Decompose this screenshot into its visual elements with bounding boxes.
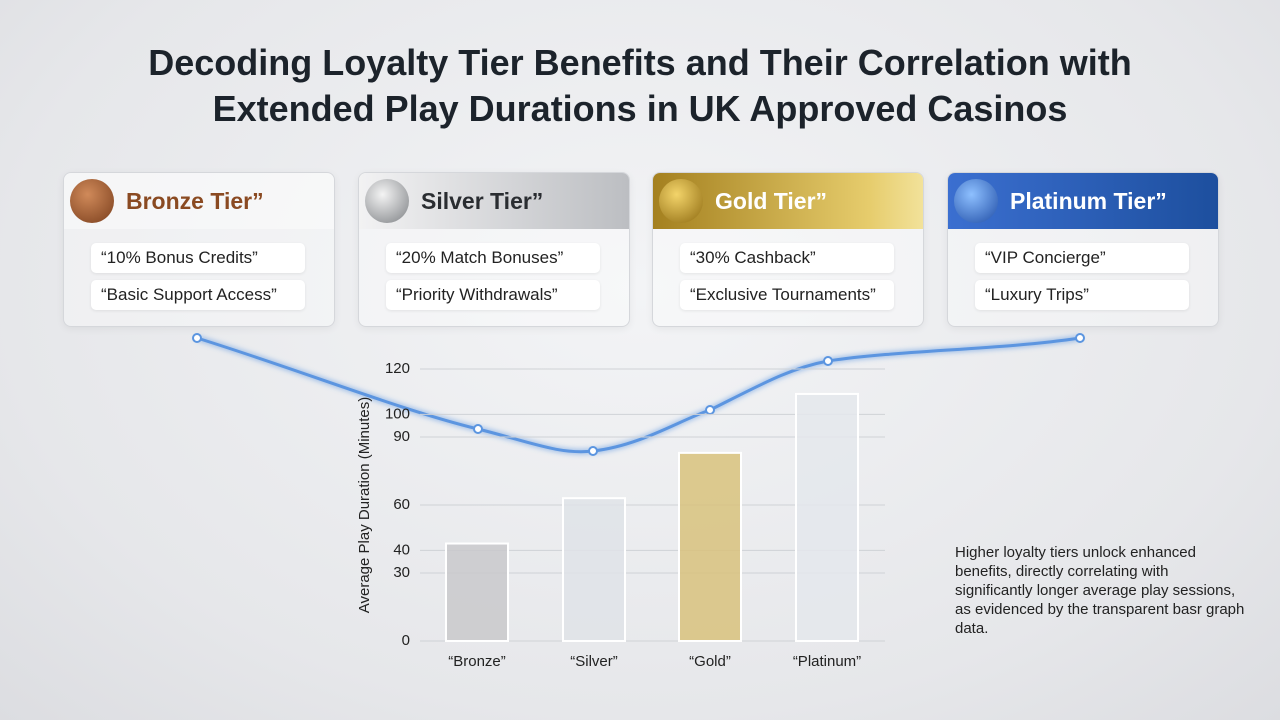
benefit: “30% Cashback” <box>680 243 894 273</box>
benefit: “20% Match Bonuses” <box>386 243 600 273</box>
note: Higher loyalty tiers unlock enhanced ben… <box>955 544 1245 637</box>
y-axis-label: Average Play Duration (Minutes) <box>356 397 373 614</box>
x-tick-label: “Silver” <box>570 653 618 670</box>
title: Decoding Loyalty Tier Benefits and Their… <box>148 42 1132 129</box>
bar <box>795 392 859 642</box>
x-tick-label: “Bronze” <box>448 653 506 670</box>
benefit: “VIP Concierge” <box>975 243 1189 273</box>
tier-name: Bronze Tier” <box>64 173 334 229</box>
benefit: “Priority Withdrawals” <box>386 280 600 310</box>
benefit: “10% Bonus Credits” <box>91 243 305 273</box>
trend-line <box>196 336 1081 454</box>
y-tick-label: 60 <box>393 496 410 513</box>
benefit: “Exclusive Tournaments” <box>680 280 894 310</box>
trend-points <box>192 333 1085 456</box>
tier-name: Silver Tier” <box>359 173 629 229</box>
tier-badge <box>70 179 114 223</box>
y-tick-label: 30 <box>393 564 410 581</box>
benefit: “Basic Support Access” <box>91 280 305 310</box>
benefit: “Luxury Trips” <box>975 280 1189 310</box>
tier-badge <box>659 179 703 223</box>
tier-badge <box>954 179 998 223</box>
tier-card: Gold Tier” “30% Cashback” “Exclusive Tourn… <box>652 172 924 327</box>
tier-card: Platinum Tier” “VIP Concierge” “Luxury Tri… <box>947 172 1219 327</box>
tier-name: Platinum Tier” <box>948 173 1218 229</box>
y-tick-label: 90 <box>393 428 410 445</box>
bar <box>678 451 742 642</box>
tier-card: Silver Tier” “20% Match Bonuses” “Priority… <box>358 172 630 327</box>
tier-badge <box>365 179 409 223</box>
bar <box>562 497 626 643</box>
bar <box>445 542 509 642</box>
y-tick-label: 120 <box>385 360 410 377</box>
y-tick-label: 40 <box>393 541 410 558</box>
y-tick-label: 0 <box>402 632 410 649</box>
x-tick-label: “Gold” <box>689 653 731 670</box>
x-tick-label: “Platinum” <box>793 653 861 670</box>
y-tick-label: 100 <box>385 405 410 422</box>
tier-name: Gold Tier” <box>653 173 923 229</box>
tier-card: Bronze Tier” “10% Bonus Credits” “Basic Su… <box>63 172 335 327</box>
